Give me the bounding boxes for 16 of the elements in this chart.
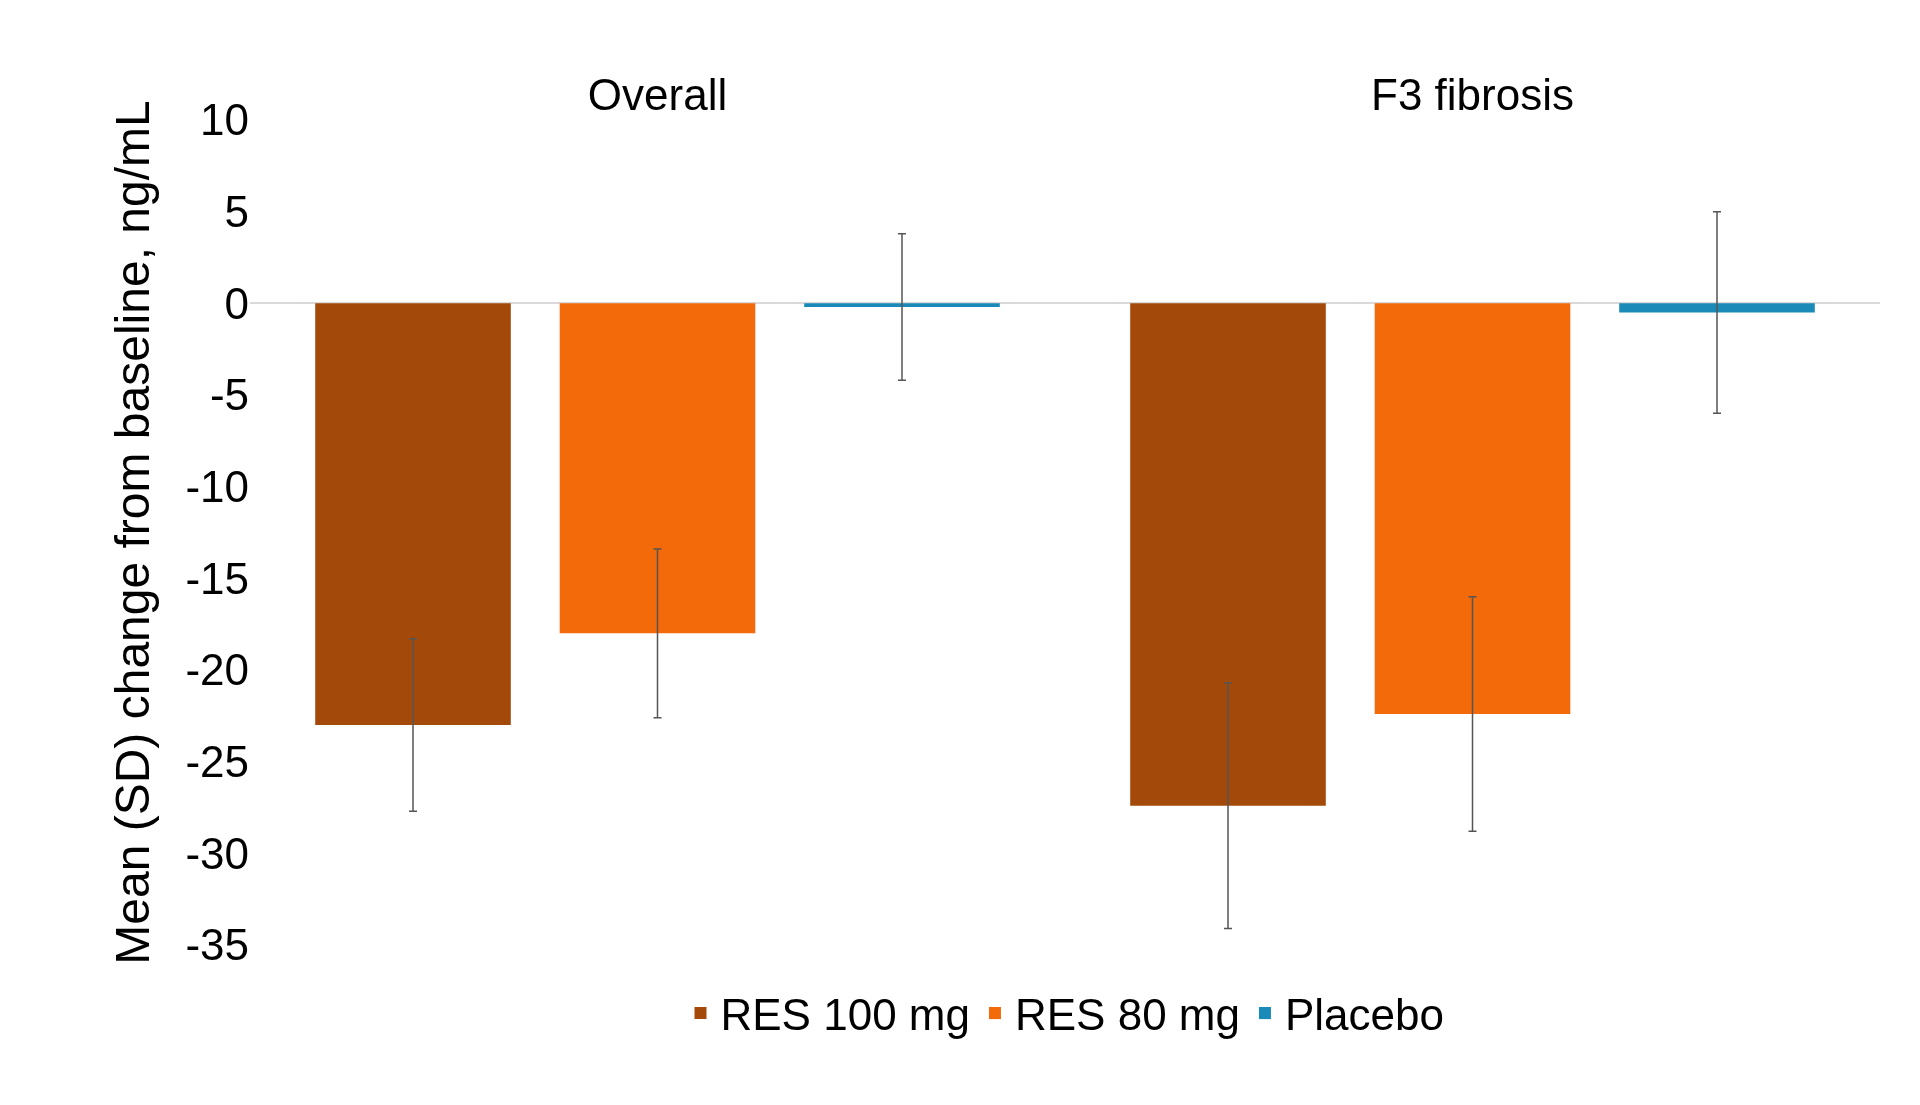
x-tick-label: F3 fibrosis — [1371, 70, 1574, 120]
x-tick-label: Overall — [587, 70, 728, 120]
y-axis-title: Mean (SD) change from baseline, ng/mL — [106, 100, 160, 965]
legend-label: RES 80 mg — [1014, 990, 1240, 1040]
y-tick-label: 5 — [224, 187, 249, 237]
y-tick-label: -10 — [185, 462, 249, 512]
y-tick-label: -20 — [185, 645, 249, 695]
y-tick-label: -30 — [185, 828, 249, 878]
y-tick-label: -25 — [185, 737, 249, 787]
legend-label: RES 100 mg — [720, 990, 970, 1040]
y-tick-label: 10 — [200, 95, 249, 145]
y-tick-label: 0 — [224, 278, 249, 328]
y-tick-label: -15 — [185, 553, 249, 603]
legend-label: Placebo — [1284, 990, 1444, 1040]
y-tick-label: -5 — [209, 370, 249, 420]
y-tick-label: -35 — [185, 920, 249, 970]
